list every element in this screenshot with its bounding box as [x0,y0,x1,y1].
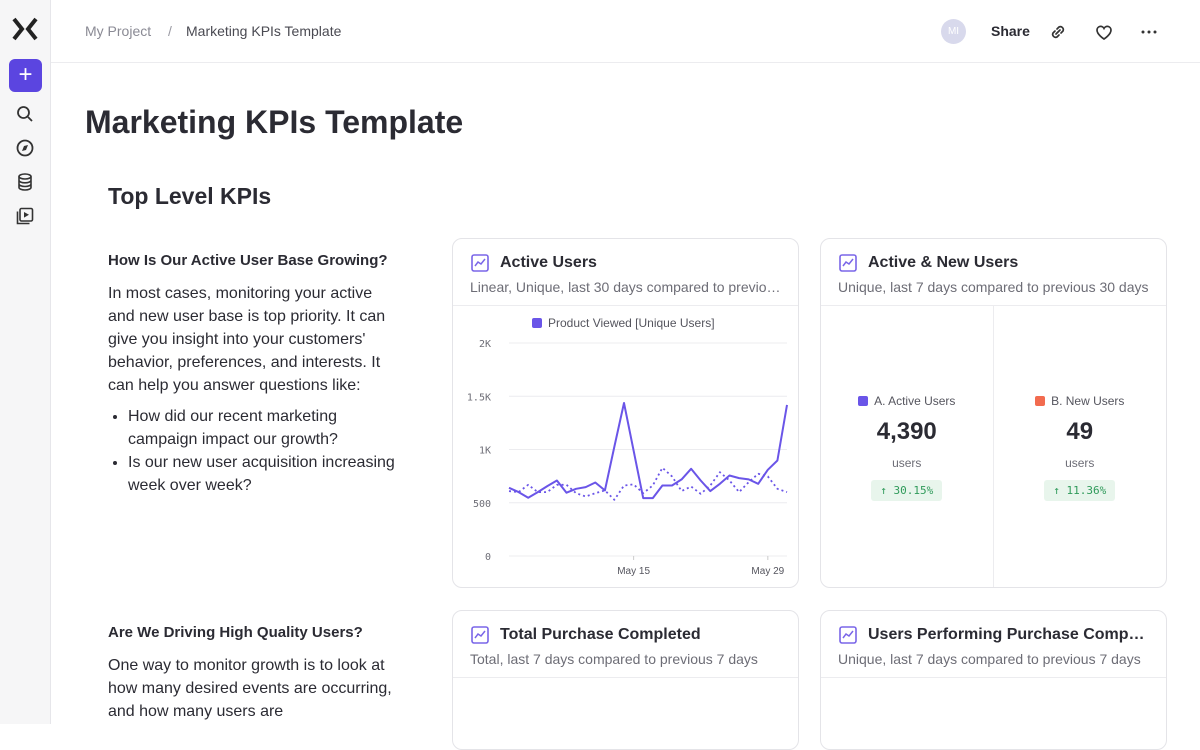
card-title: Users Performing Purchase Completed [868,626,1148,644]
section-body: In most cases, monitoring your active an… [108,282,398,397]
section-title: Top Level KPIs [108,183,271,210]
metric-delta-badge: ↑ 11.36% [1044,480,1115,501]
card-header: Active Users Linear, Unique, last 30 day… [453,239,798,306]
metric-unit: users [994,456,1167,470]
report-card-active-users[interactable]: Active Users Linear, Unique, last 30 day… [452,238,799,588]
top-bar: My Project / Marketing KPIs Template MI … [51,0,1200,63]
line-chart-icon [839,254,857,272]
card-header: Total Purchase Completed Total, last 7 d… [453,611,798,678]
metric-new-users: B. New Users 49 users ↑ 11.36% [994,306,1167,587]
compass-icon[interactable] [15,138,35,158]
card-subtitle: Total, last 7 days compared to previous … [470,651,782,667]
search-icon[interactable] [15,104,35,124]
logo[interactable] [12,17,38,41]
avatar[interactable]: MI [941,19,966,44]
card-title: Total Purchase Completed [500,626,701,644]
y-tick-label: 500 [473,499,491,510]
metric-unit: users [821,456,993,470]
card-subtitle: Unique, last 7 days compared to previous… [838,651,1150,667]
breadcrumb-project[interactable]: My Project [85,23,151,39]
database-icon[interactable] [15,172,35,192]
share-button[interactable]: Share [991,23,1030,39]
metric-value: 4,390 [821,418,993,446]
line-chart: Product Viewed [Unique Users] 0 500 1K 1.5K… [453,306,799,588]
text-section-quality: Are We Driving High Quality Users? One w… [108,621,398,723]
series-line [509,403,787,498]
section-body: One way to monitor growth is to look at … [108,654,398,723]
line-chart-icon [839,626,857,644]
link-icon[interactable] [1047,21,1069,43]
metric-value: 49 [994,418,1167,446]
y-tick-label: 2K [479,339,491,350]
card-header: Users Performing Purchase Completed Uniq… [821,611,1166,678]
legend-label: Product Viewed [Unique Users] [548,316,715,330]
report-card-users-purchase[interactable]: Users Performing Purchase Completed Uniq… [820,610,1167,750]
bullet-item: Is our new user acquisition increasing w… [128,451,398,497]
y-tick-label: 0 [485,552,491,563]
heart-icon[interactable] [1093,21,1115,43]
line-chart-icon [471,626,489,644]
bullet-item: How did our recent marketing campaign im… [128,405,398,451]
plus-icon[interactable]: + [9,59,42,92]
breadcrumb-separator: / [168,23,172,39]
y-tick-label: 1.5K [467,392,491,403]
legend-swatch [532,318,542,328]
metric-delta-badge: ↑ 30.15% [871,480,942,501]
text-section-growth: How Is Our Active User Base Growing? In … [108,249,398,497]
card-subtitle: Unique, last 7 days compared to previous… [838,279,1150,295]
breadcrumb-page: Marketing KPIs Template [186,23,341,39]
more-icon[interactable] [1138,21,1160,43]
card-title: Active Users [500,254,597,272]
line-chart-icon [471,254,489,272]
sidebar: + [0,0,51,724]
y-tick-label: 1K [479,446,491,457]
card-subtitle: Linear, Unique, last 30 days compared to… [470,279,782,295]
legend-swatch [1035,396,1045,406]
bullet-list: How did our recent marketing campaign im… [108,405,398,497]
report-card-total-purchase[interactable]: Total Purchase Completed Total, last 7 d… [452,610,799,750]
metric-label: A. Active Users [874,394,955,408]
x-tick-label: May 29 [751,566,784,577]
page-title: Marketing KPIs Template [85,104,463,141]
report-card-active-new-users[interactable]: Active & New Users Unique, last 7 days c… [820,238,1167,588]
play-library-icon[interactable] [15,206,35,226]
section-heading: Are We Driving High Quality Users? [108,621,398,644]
card-title: Active & New Users [868,254,1018,272]
card-header: Active & New Users Unique, last 7 days c… [821,239,1166,306]
metric-active-users: A. Active Users 4,390 users ↑ 30.15% [821,306,994,587]
x-tick-label: May 15 [617,566,650,577]
metric-label: B. New Users [1051,394,1124,408]
section-heading: How Is Our Active User Base Growing? [108,249,398,272]
legend-swatch [858,396,868,406]
